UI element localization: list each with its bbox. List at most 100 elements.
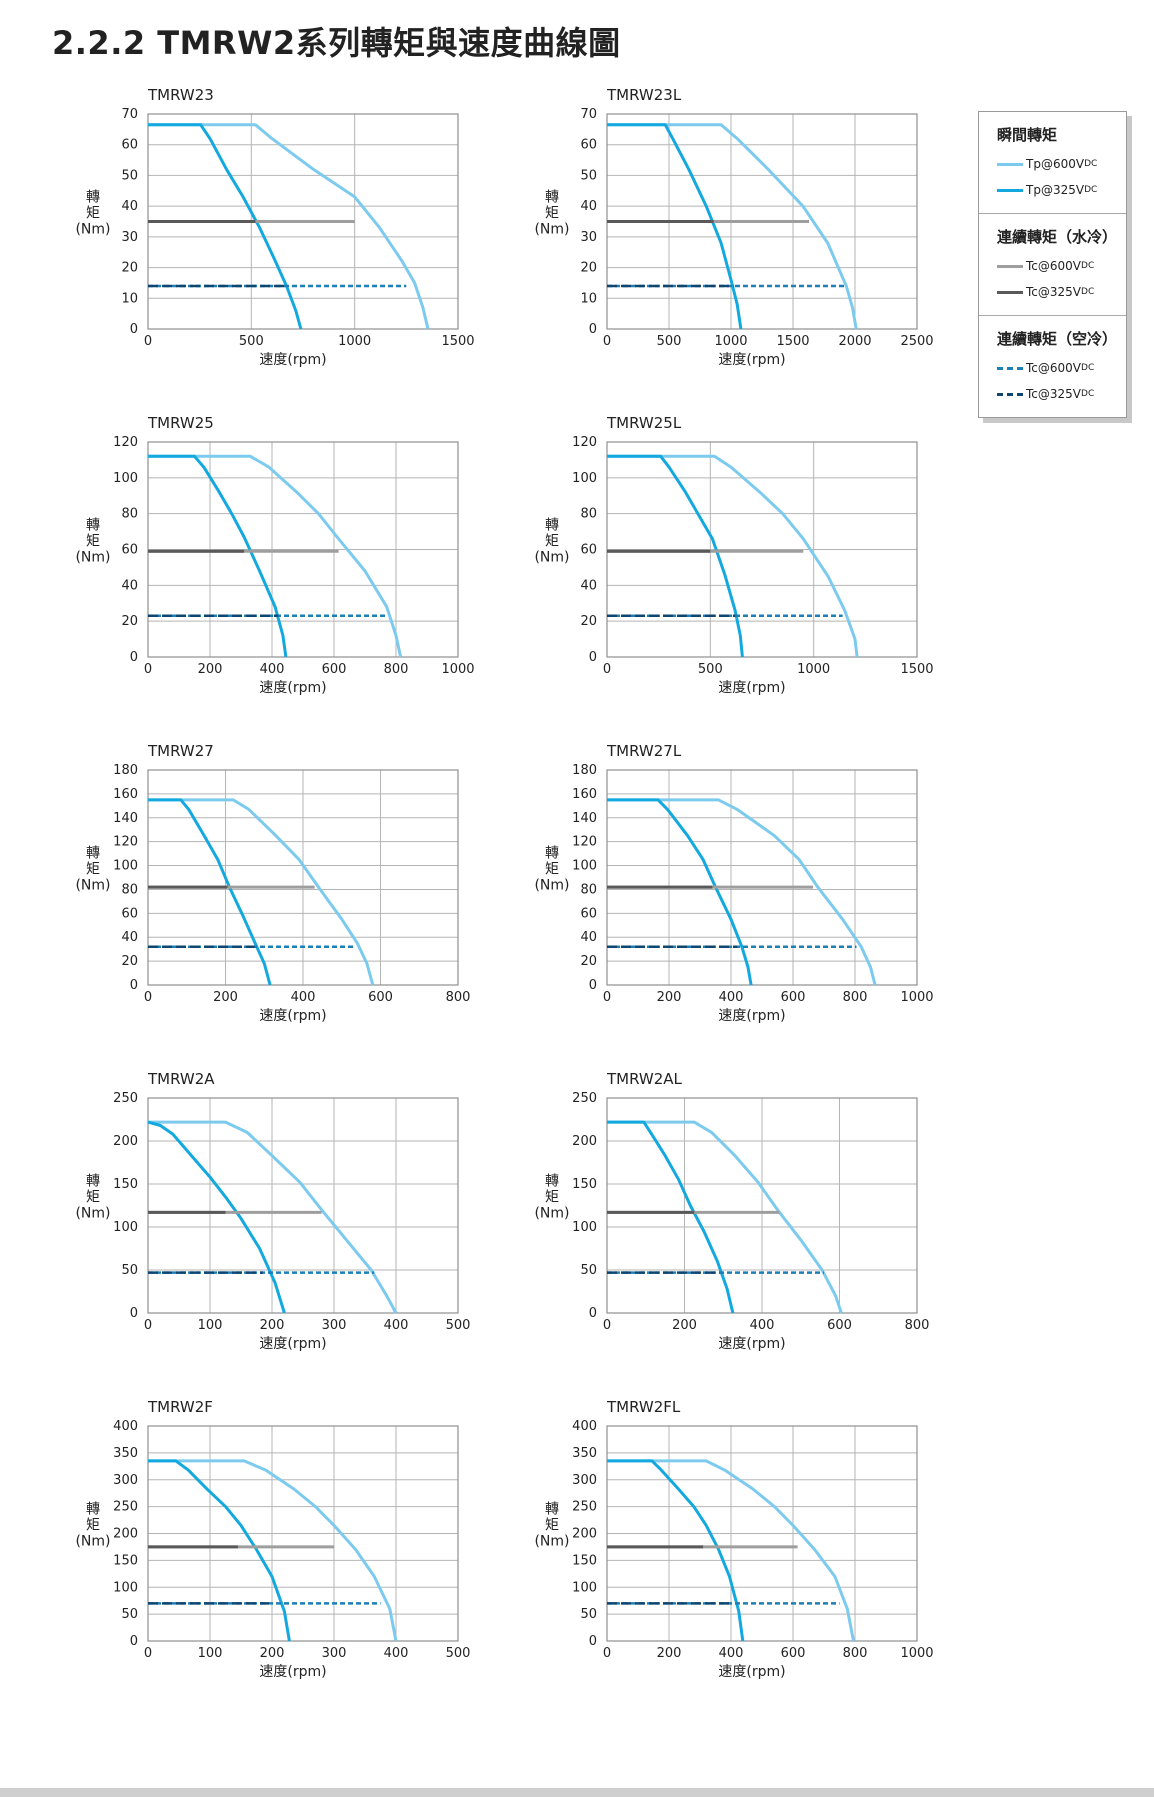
y-axis-label-part: (Nm) <box>75 550 110 566</box>
x-tick-label: 800 <box>446 990 471 1005</box>
y-tick-label: 300 <box>572 1473 597 1488</box>
x-tick-label: 600 <box>781 990 806 1005</box>
series-line <box>147 1120 286 1314</box>
chart-tmrw2al: TMRW2AL 0 200 400 600 800 0 50 100 150 200 250 速度(rp… <box>534 1070 929 1352</box>
y-axis-label-part: (Nm) <box>75 878 110 894</box>
y-tick-label: 40 <box>580 578 597 593</box>
y-tick-label: 200 <box>113 1527 138 1542</box>
x-tick-label: 200 <box>657 1646 682 1661</box>
y-axis-label: 轉矩(Nm) <box>534 846 569 894</box>
y-tick-label: 20 <box>121 614 138 629</box>
y-axis-label-part: 轉 <box>86 518 100 534</box>
chart-tmrw27l: TMRW27L 0 200 400 600 800 1000 0 20 40 60 80 100 120 1… <box>534 742 933 1024</box>
legend-group: 瞬間轉矩 Tp@600V DC Tp@325V DC <box>979 112 1126 214</box>
legend-group: 連續轉矩（水冷） Tc@600V DC Tc@325V DC <box>979 214 1126 316</box>
y-tick-label: 100 <box>113 1580 138 1595</box>
x-tick-label: 400 <box>750 1318 775 1333</box>
y-axis-label-part: (Nm) <box>75 222 110 238</box>
legend-group: 連續轉矩（空冷） Tc@600V DC Tc@325V DC <box>979 316 1126 417</box>
y-tick-label: 150 <box>572 1177 597 1192</box>
x-tick-label: 400 <box>384 1646 409 1661</box>
x-tick-label: 500 <box>239 334 264 349</box>
legend-line-sample <box>997 392 1023 396</box>
x-tick-label: 1000 <box>441 662 474 677</box>
y-tick-label: 250 <box>572 1500 597 1515</box>
legend-item-subscript: DC <box>1084 159 1098 169</box>
legend-item-label: Tc@600V <box>1026 361 1082 375</box>
x-tick-label: 1000 <box>338 334 371 349</box>
y-tick-label: 0 <box>589 1634 597 1649</box>
x-axis-label: 速度(rpm) <box>259 1008 326 1024</box>
x-tick-label: 500 <box>657 334 682 349</box>
y-axis-label-part: 轉 <box>545 1174 559 1190</box>
y-tick-label: 160 <box>572 787 597 802</box>
x-tick-label: 0 <box>603 1646 611 1661</box>
legend-item-subscript: DC <box>1081 261 1095 271</box>
y-axis-label: 轉矩(Nm) <box>75 1502 110 1550</box>
y-axis-label-part: 矩 <box>86 206 100 222</box>
x-tick-label: 0 <box>603 662 611 677</box>
y-tick-label: 50 <box>580 168 597 183</box>
legend-item-label: Tc@600V <box>1026 259 1082 273</box>
chart-tmrw25: TMRW25 0 200 400 600 800 1000 0 20 40 60 80 100 120 速度… <box>75 414 474 696</box>
x-tick-label: 600 <box>368 990 393 1005</box>
chart-tmrw23l: TMRW23L 0 500 1000 1500 2000 2500 0 10 20 30 40 50 60… <box>534 86 933 368</box>
legend-item: Tc@325V DC <box>997 279 1126 305</box>
y-tick-label: 10 <box>121 291 138 306</box>
legend-item: Tp@325V DC <box>997 177 1126 203</box>
x-axis-label: 速度(rpm) <box>259 1336 326 1352</box>
y-tick-label: 0 <box>589 322 597 337</box>
legend-item-subscript: DC <box>1081 389 1095 399</box>
x-tick-label: 300 <box>322 1646 347 1661</box>
y-tick-label: 100 <box>572 1220 597 1235</box>
series-line <box>607 1459 855 1642</box>
y-tick-label: 30 <box>121 230 138 245</box>
y-axis-label-part: 矩 <box>545 1518 559 1534</box>
legend-line-sample <box>997 290 1023 294</box>
y-tick-label: 0 <box>130 1306 138 1321</box>
x-tick-label: 1500 <box>776 334 809 349</box>
series-line <box>148 454 288 658</box>
y-axis-label-part: 轉 <box>86 190 100 206</box>
y-tick-label: 20 <box>580 261 597 276</box>
y-tick-label: 20 <box>580 614 597 629</box>
y-tick-label: 200 <box>572 1134 597 1149</box>
x-tick-label: 200 <box>213 990 238 1005</box>
chart-tmrw27: TMRW27 0 200 400 600 800 0 20 40 60 80 100 120 140 160… <box>75 742 470 1024</box>
x-tick-label: 500 <box>446 1646 471 1661</box>
y-tick-label: 120 <box>572 435 597 450</box>
x-tick-label: 200 <box>260 1318 285 1333</box>
x-axis-label: 速度(rpm) <box>259 352 326 368</box>
legend-line-sample <box>997 188 1023 192</box>
y-tick-label: 50 <box>121 1607 138 1622</box>
y-tick-label: 40 <box>121 199 138 214</box>
y-tick-label: 140 <box>572 811 597 826</box>
y-tick-label: 50 <box>580 1263 597 1278</box>
plot-frame <box>147 1097 459 1314</box>
chart-title: TMRW25L <box>606 414 682 432</box>
y-tick-label: 50 <box>580 1607 597 1622</box>
y-axis-label-part: 矩 <box>545 1190 559 1206</box>
x-tick-label: 600 <box>322 662 347 677</box>
x-axis-label: 速度(rpm) <box>718 352 785 368</box>
page-title: 2.2.2 TMRW2系列轉矩與速度曲線圖 <box>52 24 621 62</box>
legend-box: 瞬間轉矩 Tp@600V DC Tp@325V DC 連續轉矩（水冷） Tc@600V DC T… <box>978 111 1127 418</box>
y-tick-label: 200 <box>113 1134 138 1149</box>
series-line <box>607 123 743 330</box>
x-tick-label: 1500 <box>900 662 933 677</box>
y-tick-label: 120 <box>113 835 138 850</box>
y-tick-label: 80 <box>580 882 597 897</box>
x-tick-label: 2500 <box>900 334 933 349</box>
y-tick-label: 30 <box>580 230 597 245</box>
y-tick-label: 250 <box>572 1091 597 1106</box>
y-tick-label: 60 <box>121 906 138 921</box>
y-tick-label: 350 <box>572 1446 597 1461</box>
y-tick-label: 80 <box>121 882 138 897</box>
legend-item-label: Tp@325V <box>1026 183 1085 197</box>
y-tick-label: 80 <box>580 507 597 522</box>
x-tick-label: 800 <box>384 662 409 677</box>
chart-title: TMRW2FL <box>606 1398 681 1416</box>
x-tick-label: 200 <box>260 1646 285 1661</box>
y-tick-label: 300 <box>113 1473 138 1488</box>
